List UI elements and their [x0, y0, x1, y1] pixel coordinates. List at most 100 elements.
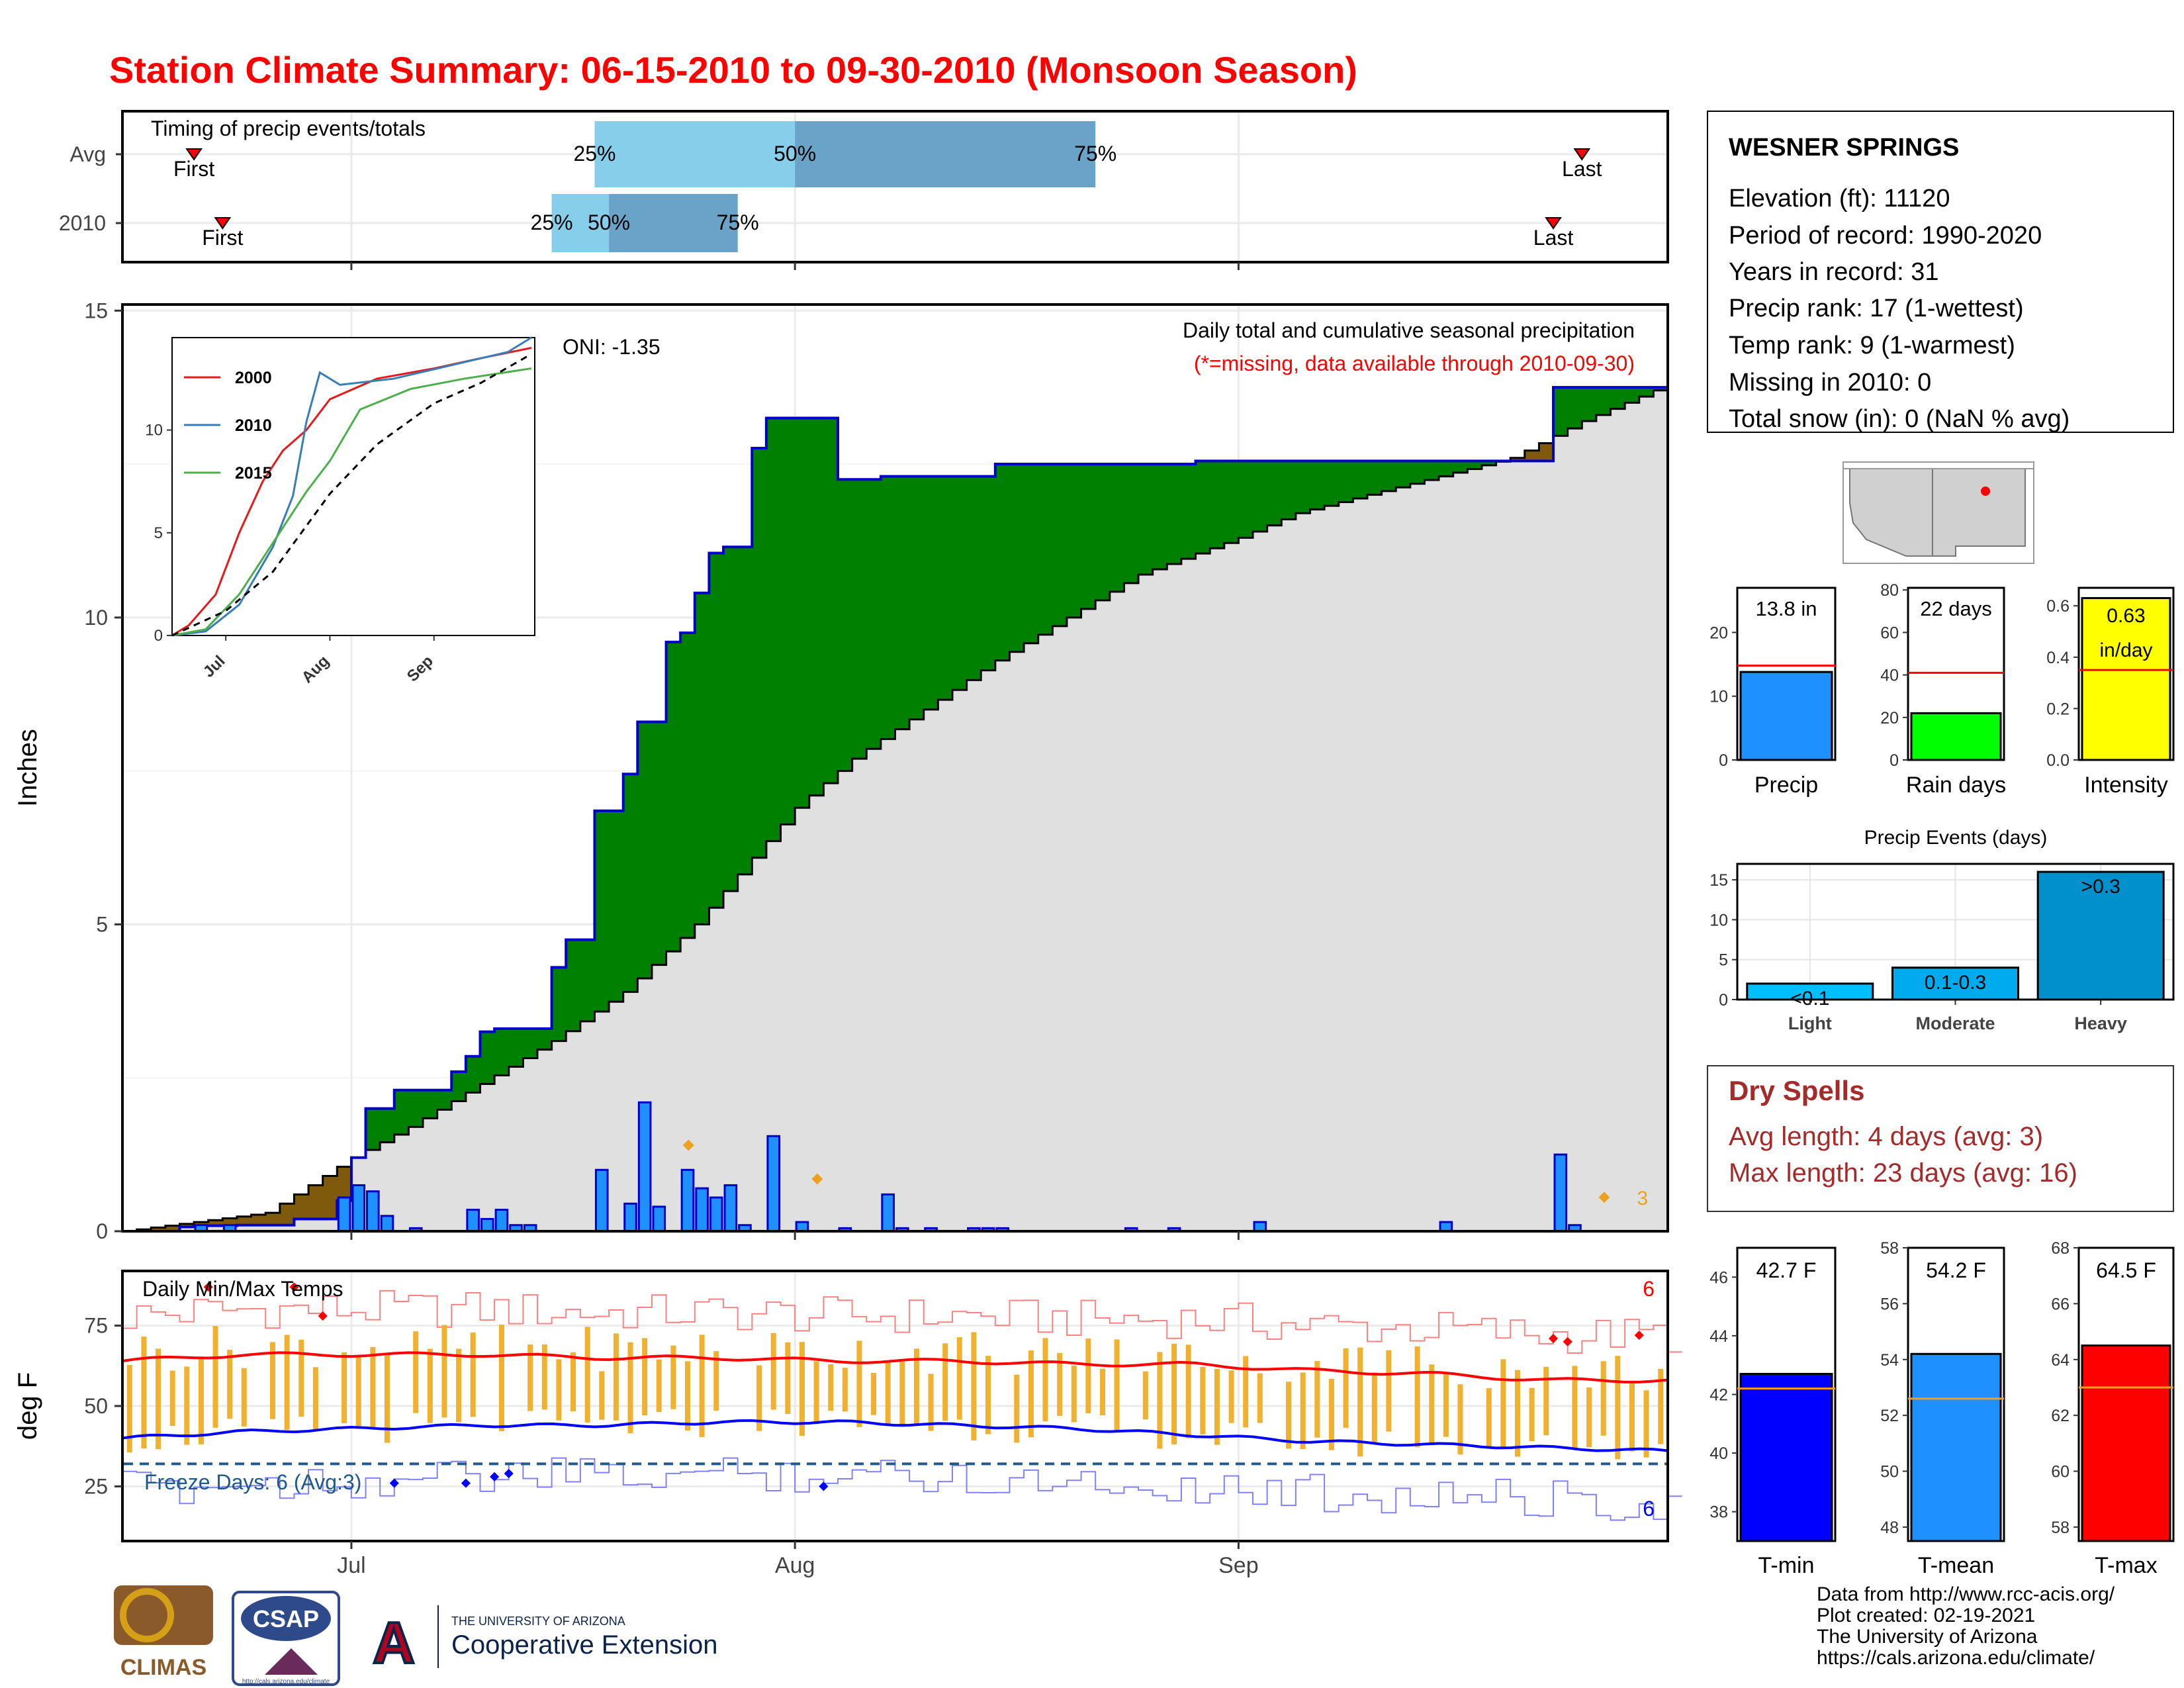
daily-temp-range-bar [227, 1350, 233, 1419]
climas-logo: CLIMAS [114, 1585, 213, 1680]
inset-average-line [171, 353, 532, 637]
temp-summary-tick-label: 46 [1709, 1268, 1728, 1287]
events-tick-label: 10 [1709, 911, 1728, 929]
station-period: Period of record: 1990-2020 [1729, 222, 2042, 250]
daily-temp-range-bar [813, 1361, 819, 1425]
temp-summary-tick-label: 64 [2051, 1351, 2070, 1370]
below-normal-area [194, 1222, 209, 1226]
below-normal-area [236, 1216, 252, 1225]
above-normal-area [651, 722, 667, 965]
daily-temp-range-bar [198, 1358, 204, 1444]
daily-temp-range-bar [241, 1368, 247, 1427]
above-normal-area [408, 1090, 424, 1127]
mini-chart-label: Intensity [2084, 773, 2168, 798]
temp-summary-tick-label: 52 [1880, 1407, 1899, 1425]
daily-temp-range-bar [942, 1343, 948, 1421]
climas-logo-ring [120, 1588, 174, 1642]
temp-y-tick-label: 50 [84, 1394, 108, 1418]
precip-y-tick-label: 5 [96, 912, 108, 936]
above-normal-area [1024, 464, 1039, 643]
daily-precip-bar [494, 1209, 509, 1233]
events-tick-label: 15 [1709, 871, 1728, 890]
daily-temp-range-bar [770, 1333, 776, 1410]
daily-temp-range-bar [1042, 1338, 1048, 1422]
credit-data-source: Data from http://www.rcc-acis.org/ [1817, 1583, 2115, 1605]
above-normal-area [523, 1029, 538, 1058]
temp-summary-tick-label: 50 [1880, 1463, 1899, 1481]
mini-chart-tick-label: 0 [1719, 751, 1728, 770]
csap-logo: CSAP http://cals.arizona.edu/climate [232, 1591, 340, 1686]
inset-frame [171, 337, 535, 636]
above-normal-area [1353, 461, 1368, 498]
station-location-marker [1981, 487, 1990, 496]
timing-panel: Timing of precip events/totals 25% 50% 75%… [59, 110, 1669, 270]
csap-logo-text: CSAP [253, 1605, 319, 1632]
dry-spells-box: Dry Spells Avg length: 4 days (avg: 3) M… [1707, 1065, 2174, 1212]
daily-temp-range-bar [1572, 1366, 1578, 1449]
timing-percentile-label: 75% [717, 211, 759, 234]
daily-temp-range-bar [713, 1351, 719, 1411]
locator-map [1843, 461, 2034, 564]
above-normal-area [609, 810, 624, 1002]
mini-chart-bar [2081, 597, 2171, 761]
daily-temp-range-bar [956, 1337, 962, 1420]
above-normal-area [723, 547, 739, 892]
above-normal-area [1453, 461, 1468, 473]
mini-chart-tick-label: 20 [1709, 624, 1728, 642]
temp-summary-label: T-mean [1918, 1553, 1994, 1578]
first-event-marker [214, 217, 232, 230]
temp-summary-value: 54.2 F [1926, 1258, 1986, 1282]
above-normal-area [838, 479, 853, 771]
station-name: WESNER SPRINGS [1729, 134, 1959, 162]
ua-logo-bg [361, 1609, 427, 1668]
above-normal-area [465, 1056, 481, 1093]
daily-temp-range-bar [1114, 1339, 1120, 1432]
daily-temp-range-bar [341, 1352, 347, 1423]
precip-panel: 0 5 10 15 Daily total and cumulative season… [13, 299, 1669, 1243]
temp-summary-tick-label: 44 [1709, 1327, 1728, 1346]
daily-temp-range-bar [1099, 1368, 1105, 1415]
precip-y-tick-label: 10 [84, 606, 108, 630]
daily-temp-range-bar [1514, 1370, 1520, 1457]
above-normal-area [1095, 464, 1111, 600]
credit-university: The University of Arizona [1817, 1626, 2038, 1648]
above-normal-area [480, 1031, 495, 1084]
daily-precip-bar [766, 1135, 781, 1233]
above-normal-area [508, 1029, 523, 1067]
record-high-marker [289, 1282, 299, 1292]
timing-bar-25-50 [594, 121, 796, 187]
mini-chart-tick-label: 0.6 [2046, 597, 2070, 616]
daily-precip-bar [480, 1217, 494, 1233]
events-frame [1736, 863, 2175, 1001]
daily-temp-range-bar [1615, 1356, 1621, 1460]
daily-temp-range-bar [1085, 1338, 1091, 1413]
last-event-marker [1545, 217, 1562, 230]
above-normal-area [909, 476, 925, 720]
daily-temp-range-bar [541, 1344, 547, 1410]
inset-y-tick-label: 0 [154, 627, 163, 645]
above-normal-area [1467, 461, 1482, 469]
station-info-box: WESNER SPRINGS Elevation (ft): 11120 Per… [1707, 111, 2174, 433]
below-normal-area [279, 1203, 295, 1225]
tmin-extreme-count: 6 [1643, 1497, 1655, 1521]
daily-precip-bar [366, 1190, 380, 1233]
mini-chart-value: 22 days [1920, 597, 1992, 620]
mini-chart-tick-label: 20 [1880, 709, 1899, 727]
daily-temp-range-bar [685, 1361, 691, 1431]
events-tick-label: 0 [1719, 991, 1728, 1009]
daily-temp-range-bar [871, 1372, 877, 1415]
daily-temp-range-bar [1171, 1343, 1177, 1444]
daily-temp-range-bar [599, 1371, 605, 1420]
above-normal-area [551, 967, 567, 1041]
temp-summary-tick-label: 68 [2051, 1239, 2070, 1258]
temp-summary-bar [2081, 1344, 2171, 1542]
daily-precip-bar [795, 1221, 809, 1233]
above-normal-area [1596, 387, 1612, 415]
daily-temp-range-bar [1157, 1352, 1163, 1449]
mini-chart-bar [1739, 671, 1833, 761]
observed-cumulative-line [122, 386, 1668, 1233]
below-normal-area [151, 1227, 166, 1231]
below-normal-area [322, 1176, 338, 1219]
above-normal-area [437, 1090, 452, 1110]
events-tick-label: 5 [1719, 951, 1728, 970]
